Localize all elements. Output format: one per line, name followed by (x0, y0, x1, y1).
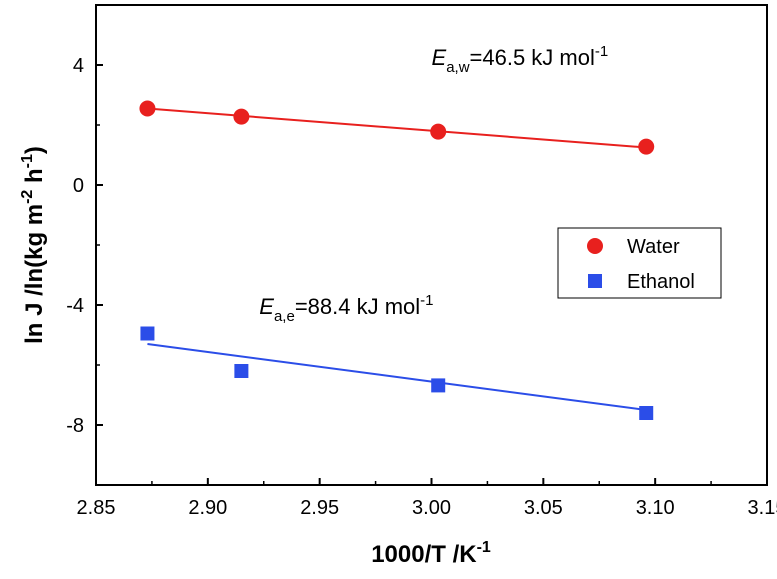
water-fit-line (147, 107, 647, 149)
x-tick-label: 3.10 (636, 497, 675, 519)
y-tick-label: -8 (66, 415, 84, 437)
data-points (139, 100, 655, 420)
water-point (233, 108, 250, 125)
ethanol-point (431, 378, 446, 393)
legend: Water Ethanol (557, 227, 722, 299)
axis-ticks: 2.85 2.90 2.95 3.00 3.05 3.10 3.15 4 0 -4 -8 (66, 55, 777, 519)
y-axis-title-main: ln J /ln(kg m (21, 204, 48, 344)
legend-water-marker (587, 238, 603, 254)
y-axis-title: ln J /ln(kg m-2 h-1) (19, 146, 48, 344)
anno-water-symbol: E (432, 45, 447, 70)
y-tick-label: 4 (73, 55, 84, 77)
anno-ethanol-sup: -1 (420, 292, 433, 309)
ethanol-fit-line (147, 343, 647, 411)
ethanol-point (140, 326, 155, 341)
x-tick-label: 2.85 (77, 497, 116, 519)
x-tick-label: 3.05 (524, 497, 563, 519)
legend-water-label: Water (627, 236, 680, 258)
legend-ethanol-label: Ethanol (627, 271, 695, 293)
x-tick-label: 3.15 (748, 497, 777, 519)
water-point (638, 138, 655, 155)
legend-box (557, 227, 722, 299)
annotation-water-activation-energy: Ea,w=46.5 kJ mol-1 (432, 43, 609, 76)
water-point (139, 100, 156, 117)
anno-water-sup: -1 (595, 43, 608, 60)
water-point (430, 123, 447, 140)
anno-water-sub: a,w (446, 59, 470, 76)
x-axis-title: 1000/T /K-1 (371, 539, 491, 568)
y-tick-label: 0 (73, 175, 84, 197)
legend-ethanol-marker (588, 274, 602, 288)
x-axis-title-main: 1000/T /K (371, 541, 477, 568)
y-tick-label: -4 (66, 295, 84, 317)
x-tick-label: 3.00 (412, 497, 451, 519)
annotation-ethanol-activation-energy: Ea,e=88.4 kJ mol-1 (259, 292, 433, 325)
anno-ethanol-symbol: E (259, 294, 274, 319)
ethanol-point (234, 364, 249, 378)
x-tick-label: 2.95 (300, 497, 339, 519)
anno-water-text: =46.5 kJ mol (470, 45, 595, 70)
y-axis-title-mid: h (21, 168, 48, 189)
x-axis-title-sup: -1 (477, 539, 491, 556)
anno-ethanol-text: =88.4 kJ mol (295, 294, 420, 319)
ethanol-point (639, 406, 654, 420)
y-axis-title-sup2: -1 (19, 154, 36, 168)
anno-ethanol-sub: a,e (274, 308, 295, 325)
x-tick-label: 2.90 (188, 497, 227, 519)
y-axis-title-end: ) (21, 146, 48, 154)
y-axis-title-sup1: -2 (19, 190, 36, 204)
fit-lines (147, 107, 647, 411)
